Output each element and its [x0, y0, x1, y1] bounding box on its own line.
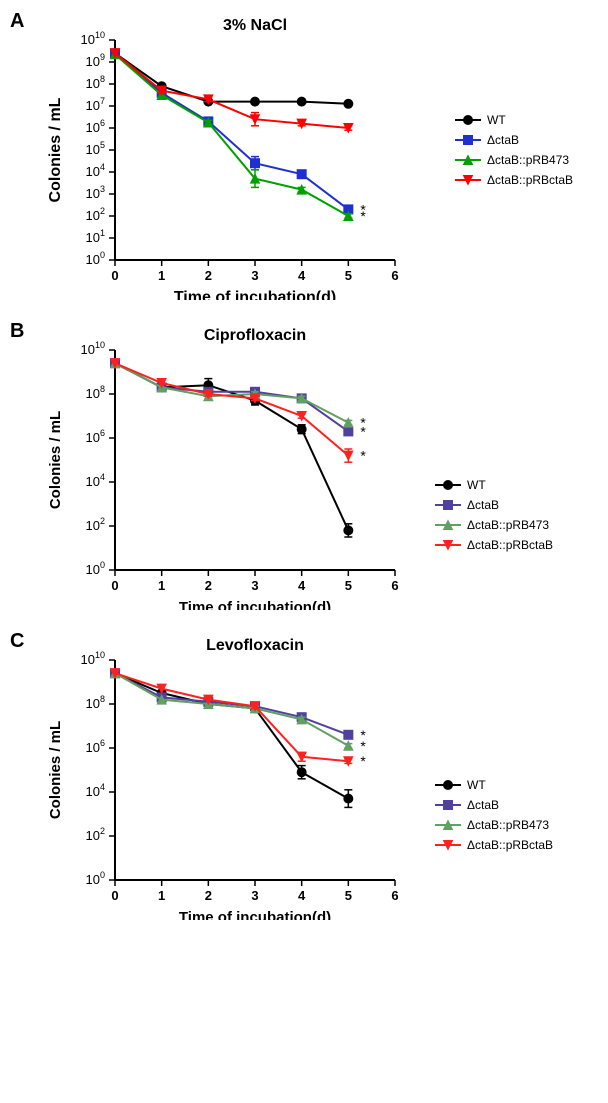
chart-title: Ciprofloxacin [204, 327, 306, 344]
panel-b: B Ciprofloxacin0123456100102104106108101… [10, 320, 608, 610]
chart-svg-C: Levofloxacin01234561001021041061081010Ti… [35, 630, 608, 920]
chart-title: Levofloxacin [206, 637, 304, 654]
legend-marker-icon [444, 481, 453, 490]
legend-label: ΔctaB::pRB473 [487, 153, 569, 167]
x-tick-label: 5 [345, 578, 352, 593]
panel-a: A 3% NaCl0123456100101102103104105106107… [10, 10, 608, 300]
x-tick-label: 4 [298, 268, 306, 283]
x-tick-label: 5 [345, 888, 352, 903]
panel-c: C Levofloxacin01234561001021041061081010… [10, 630, 608, 920]
legend-marker-icon [444, 801, 453, 810]
legend-marker-icon [464, 136, 473, 145]
x-tick-label: 4 [298, 578, 306, 593]
x-tick-label: 2 [205, 268, 212, 283]
chart-title: 3% NaCl [223, 17, 287, 34]
legend-label: ΔctaB::pRBctaB [467, 838, 553, 852]
x-tick-label: 4 [298, 888, 306, 903]
panel-label-a: A [10, 10, 24, 33]
series-marker [344, 794, 353, 803]
x-tick-label: 2 [205, 578, 212, 593]
x-tick-label: 6 [391, 268, 398, 283]
panel-label-c: C [10, 630, 24, 653]
y-axis-label: Colonies / mL [47, 97, 64, 202]
series-marker [297, 425, 306, 434]
legend-label: WT [467, 478, 486, 492]
x-tick-label: 3 [251, 888, 258, 903]
legend-marker-icon [444, 781, 453, 790]
series-marker [344, 730, 353, 739]
x-tick-label: 5 [345, 268, 352, 283]
series-marker [344, 99, 353, 108]
series-marker [297, 768, 306, 777]
x-tick-label: 6 [391, 888, 398, 903]
x-tick-label: 1 [158, 578, 165, 593]
chart-a: 3% NaCl012345610010110210310410510610710… [35, 10, 608, 300]
legend-label: WT [487, 113, 506, 127]
chart-svg-B: Ciprofloxacin01234561001021041061081010T… [35, 320, 608, 610]
panel-label-b: B [10, 320, 24, 343]
legend-label: WT [467, 778, 486, 792]
legend-label: ΔctaB [467, 498, 499, 512]
x-tick-label: 3 [251, 268, 258, 283]
x-tick-label: 0 [111, 888, 118, 903]
legend-label: ΔctaB::pRBctaB [467, 538, 553, 552]
x-tick-label: 6 [391, 578, 398, 593]
significance-marker: * [360, 415, 366, 431]
legend-marker-icon [444, 501, 453, 510]
x-axis-label: Time of incubation(d) [179, 599, 331, 610]
x-tick-label: 1 [158, 888, 165, 903]
significance-marker: * [360, 448, 366, 464]
series-marker [344, 427, 353, 436]
y-axis-label: Colonies / mL [47, 411, 64, 509]
chart-bg [35, 630, 608, 920]
x-axis-label: Time of incubation(d) [179, 909, 331, 920]
chart-svg-A: 3% NaCl012345610010110210310410510610710… [35, 10, 608, 300]
significance-marker: * [360, 753, 366, 769]
legend-label: ΔctaB::pRB473 [467, 518, 549, 532]
legend-label: ΔctaB [487, 133, 519, 147]
chart-bg [35, 320, 608, 610]
x-tick-label: 2 [205, 888, 212, 903]
x-axis-label: Time of incubation(d) [174, 289, 336, 300]
legend-marker-icon [464, 116, 473, 125]
legend-label: ΔctaB::pRBctaB [487, 173, 573, 187]
significance-marker: * [360, 738, 366, 754]
significance-marker: * [360, 208, 366, 224]
y-axis-label: Colonies / mL [47, 721, 64, 819]
series-marker [251, 159, 260, 168]
x-tick-label: 1 [158, 268, 165, 283]
legend-label: ΔctaB [467, 798, 499, 812]
chart-c: Levofloxacin01234561001021041061081010Ti… [35, 630, 608, 920]
x-tick-label: 0 [111, 268, 118, 283]
chart-b: Ciprofloxacin01234561001021041061081010T… [35, 320, 608, 610]
series-marker [297, 97, 306, 106]
series-marker [251, 97, 260, 106]
x-tick-label: 3 [251, 578, 258, 593]
series-marker [297, 170, 306, 179]
series-marker [344, 526, 353, 535]
legend-label: ΔctaB::pRB473 [467, 818, 549, 832]
x-tick-label: 0 [111, 578, 118, 593]
